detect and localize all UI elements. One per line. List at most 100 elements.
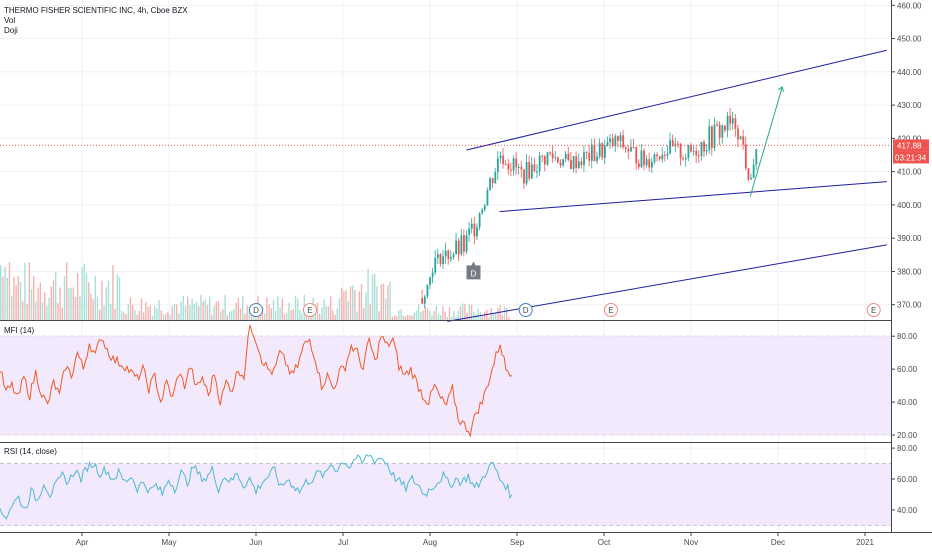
volume-bar <box>22 301 24 320</box>
legend-vol[interactable]: Vol <box>4 16 16 25</box>
candle-body <box>630 147 632 152</box>
volume-bar <box>319 314 321 320</box>
volume-bar <box>129 297 132 320</box>
candle-body <box>596 156 598 162</box>
countdown-label: 03:21:34 <box>895 153 927 162</box>
volume-bar <box>37 287 39 320</box>
candle-body <box>643 150 645 166</box>
trendline-channel-top <box>466 49 887 151</box>
price-tick-label: 450.00 <box>897 35 922 44</box>
volume-bar <box>57 303 59 320</box>
volume-bar <box>24 263 26 320</box>
time-tick-label: Jul <box>338 538 348 547</box>
candle-body <box>611 138 614 147</box>
volume-bar <box>6 277 8 320</box>
volume-bar <box>123 312 125 320</box>
candle-body <box>619 135 622 141</box>
volume-bar <box>211 314 213 320</box>
candle-body <box>718 124 721 138</box>
volume-bar <box>156 308 158 320</box>
candle-body <box>499 155 502 159</box>
candle-body <box>742 136 745 145</box>
candle-body <box>705 150 708 152</box>
volume-bar <box>134 309 136 320</box>
volume-bar <box>323 299 325 320</box>
candle-body <box>486 190 489 206</box>
volume-bar <box>96 296 99 320</box>
event-marker-label: E <box>608 306 613 315</box>
volume-bar <box>363 308 365 320</box>
candle-body <box>580 161 583 166</box>
candle-body <box>538 155 541 172</box>
time-tick-label: Apr <box>76 538 89 547</box>
candle-body <box>604 145 606 158</box>
candle-body <box>562 159 565 166</box>
volume-bar <box>473 311 475 320</box>
volume-bar <box>200 294 202 320</box>
candle-body <box>549 152 551 154</box>
volume-bar <box>297 298 299 320</box>
volume-bar <box>327 306 330 320</box>
candle-body <box>658 156 661 160</box>
volume-bar <box>398 310 400 320</box>
candle-body <box>541 155 544 157</box>
volume-bar <box>332 310 334 320</box>
legend-doji[interactable]: Doji <box>4 26 18 35</box>
volume-bar <box>402 315 404 320</box>
volume-bar <box>292 308 294 320</box>
volume-bar <box>35 301 37 320</box>
candle-body <box>423 296 426 304</box>
candle-body <box>442 256 444 265</box>
rsi-tick-label: 80.00 <box>897 444 918 453</box>
rsi-legend-label[interactable]: RSI (14, close) <box>4 447 57 456</box>
candle-body <box>744 144 747 169</box>
candle-body <box>737 128 739 140</box>
candle-body <box>653 154 656 163</box>
candle-body <box>750 177 752 180</box>
candle-body <box>546 152 549 165</box>
volume-bar <box>382 283 385 320</box>
volume-bar <box>182 296 184 320</box>
volume-bar <box>431 315 433 320</box>
candle-body <box>554 157 557 159</box>
volume-bar <box>420 311 422 320</box>
volume-bar <box>74 296 77 320</box>
candle-body <box>473 223 476 237</box>
volume-bar <box>68 288 70 320</box>
volume-bar <box>158 300 160 320</box>
volume-bar <box>457 310 459 320</box>
volume-bar <box>347 301 349 320</box>
candle-body <box>729 115 732 124</box>
volume-bar <box>136 314 138 320</box>
volume-bar <box>455 316 457 320</box>
volume-bar <box>165 314 167 320</box>
volume-bar <box>48 298 50 320</box>
candle-body <box>731 118 734 124</box>
volume-bar <box>114 308 116 320</box>
volume-bar <box>26 303 28 320</box>
chart-title[interactable]: THERMO FISHER SCIENTIFIC INC, 4h, Cboe B… <box>4 6 188 15</box>
volume-bar <box>453 310 455 320</box>
candle-body <box>637 163 640 168</box>
volume-bar <box>451 316 453 320</box>
volume-bar <box>167 311 169 320</box>
candle-body <box>684 157 687 160</box>
candle-body <box>632 147 635 149</box>
candle-body <box>455 240 458 255</box>
candle-body <box>494 171 497 184</box>
candle-body <box>755 149 758 165</box>
event-marker-label: D <box>253 306 259 315</box>
volume-bar <box>101 280 103 320</box>
volume-bar <box>475 314 477 320</box>
price-tick-label: 430.00 <box>897 101 922 110</box>
volume-bar <box>235 302 237 320</box>
volume-bar <box>193 304 195 320</box>
volume-bar <box>503 306 506 320</box>
volume-bar <box>409 315 411 320</box>
volume-bar <box>369 304 371 320</box>
candle-body <box>726 115 729 131</box>
event-marker <box>302 303 317 317</box>
mfi-legend-label[interactable]: MFI (14) <box>4 326 35 335</box>
